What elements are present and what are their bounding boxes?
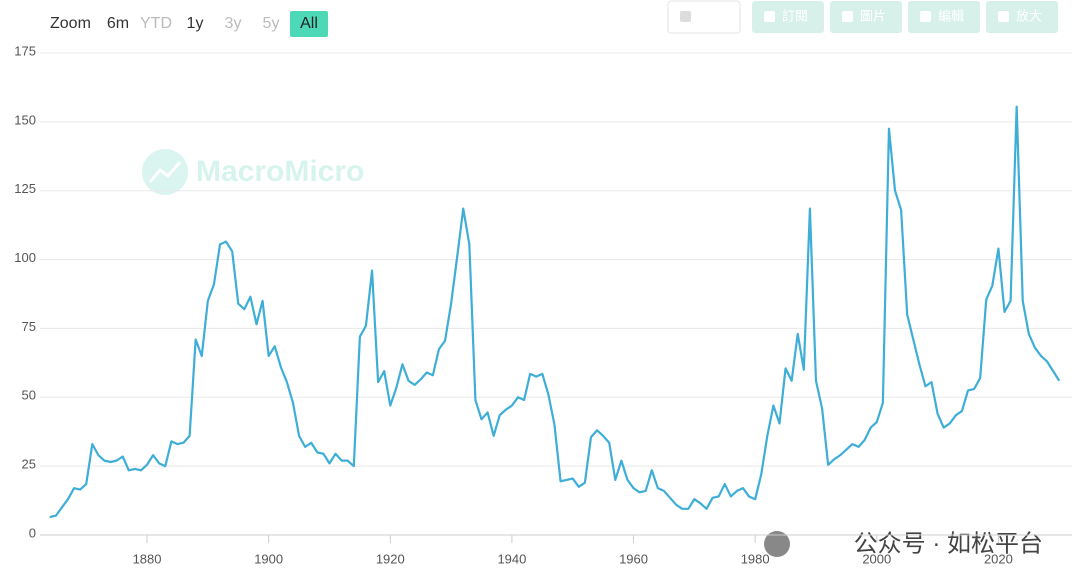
- range-button[interactable]: YTD: [140, 15, 172, 32]
- y-tick-label: 125: [14, 181, 36, 196]
- toolbar-button[interactable]: 訂閱: [752, 1, 824, 33]
- x-tick-label: 2020: [984, 551, 1013, 566]
- toolbar-button-label: 編輯: [938, 8, 964, 23]
- toolbar-icon: [998, 11, 1009, 22]
- y-tick-label: 75: [22, 319, 36, 334]
- toolbar-button-bg: [986, 1, 1058, 33]
- range-button[interactable]: All: [300, 15, 318, 32]
- toolbar-button-label: 圖片: [860, 8, 886, 23]
- y-tick-label: 25: [22, 457, 36, 472]
- watermark: MacroMicro: [196, 155, 364, 188]
- toolbar-button-bg: [908, 1, 980, 33]
- toolbar-button[interactable]: 圖片: [830, 1, 902, 33]
- toolbar-icon: [764, 11, 775, 22]
- toolbar-icon: [842, 11, 853, 22]
- toolbar-button[interactable]: 編輯: [908, 1, 980, 33]
- range-button[interactable]: 3y: [225, 15, 242, 32]
- range-button[interactable]: 1y: [187, 15, 204, 32]
- toolbar-icon: [680, 11, 691, 22]
- y-tick-label: 150: [14, 112, 36, 127]
- watermark-logo: [142, 149, 188, 195]
- x-tick-label: 2000: [862, 551, 891, 566]
- range-button[interactable]: 6m: [107, 15, 129, 32]
- x-tick-label: 1920: [376, 551, 405, 566]
- toolbar-button-bg: [752, 1, 824, 33]
- x-tick-label: 1980: [741, 551, 770, 566]
- y-tick-label: 0: [29, 525, 36, 540]
- toolbar-button-bg: [830, 1, 902, 33]
- toolbar-button[interactable]: 放大: [986, 1, 1058, 33]
- range-button-bg: [290, 11, 328, 37]
- y-tick-label: 100: [14, 250, 36, 265]
- toolbar-button-label: 放大: [1016, 8, 1042, 23]
- toolbar-button-bg: [667, 0, 741, 34]
- range-button[interactable]: 5y: [263, 15, 280, 32]
- data-line: [49, 105, 1061, 519]
- zoom-label: Zoom: [50, 15, 91, 32]
- x-tick-label: 1900: [254, 551, 283, 566]
- x-tick-label: 1880: [133, 551, 162, 566]
- y-tick-label: 175: [14, 43, 36, 58]
- toolbar-button[interactable]: 分享: [667, 0, 741, 34]
- toolbar-button-label: 訂閱: [782, 8, 808, 23]
- x-tick-label: 1960: [619, 551, 648, 566]
- y-tick-label: 50: [22, 388, 36, 403]
- wechat-icon: [764, 531, 790, 557]
- toolbar-icon: [920, 11, 931, 22]
- toolbar-button-label: 分享: [698, 8, 724, 23]
- x-tick-label: 1940: [497, 551, 526, 566]
